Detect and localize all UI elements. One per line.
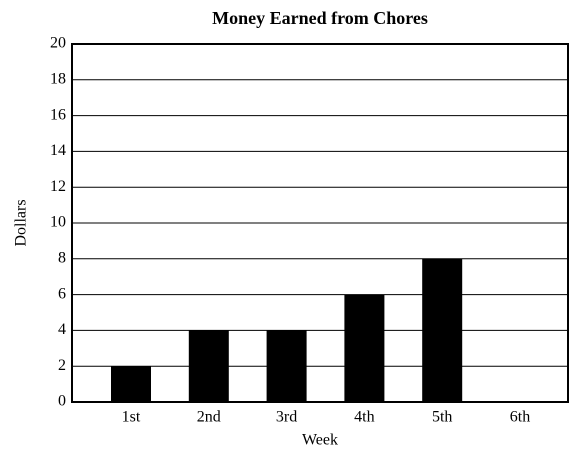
x-tick-label: 5th [432, 409, 452, 426]
plot-frame [71, 43, 569, 403]
x-axis-label: Week [302, 432, 338, 449]
bar [266, 330, 307, 402]
x-tick-label: 1st [122, 409, 141, 426]
y-tick-label: 2 [58, 357, 66, 374]
x-tick-label: 3rd [276, 409, 297, 426]
x-tick-label: 2nd [197, 409, 221, 426]
y-tick-label: 18 [50, 70, 66, 87]
y-tick-label: 20 [50, 35, 66, 52]
bar [188, 330, 229, 402]
x-tick-label: 6th [510, 409, 530, 426]
y-tick-label: 12 [50, 178, 66, 195]
y-axis-label: Dollars [13, 199, 30, 246]
y-tick-label: 8 [58, 249, 66, 266]
chart-title: Money Earned from Chores [212, 8, 428, 28]
y-tick-label: 4 [58, 321, 66, 338]
bar [111, 366, 151, 402]
y-tick-label: 6 [58, 285, 66, 302]
y-tick-label: 10 [50, 214, 66, 231]
bar [344, 294, 385, 402]
y-tick-label: 14 [50, 142, 66, 159]
y-tick-label: 16 [50, 106, 66, 123]
bar [422, 258, 463, 402]
y-tick-label: 0 [58, 393, 66, 410]
x-tick-label: 4th [354, 409, 374, 426]
